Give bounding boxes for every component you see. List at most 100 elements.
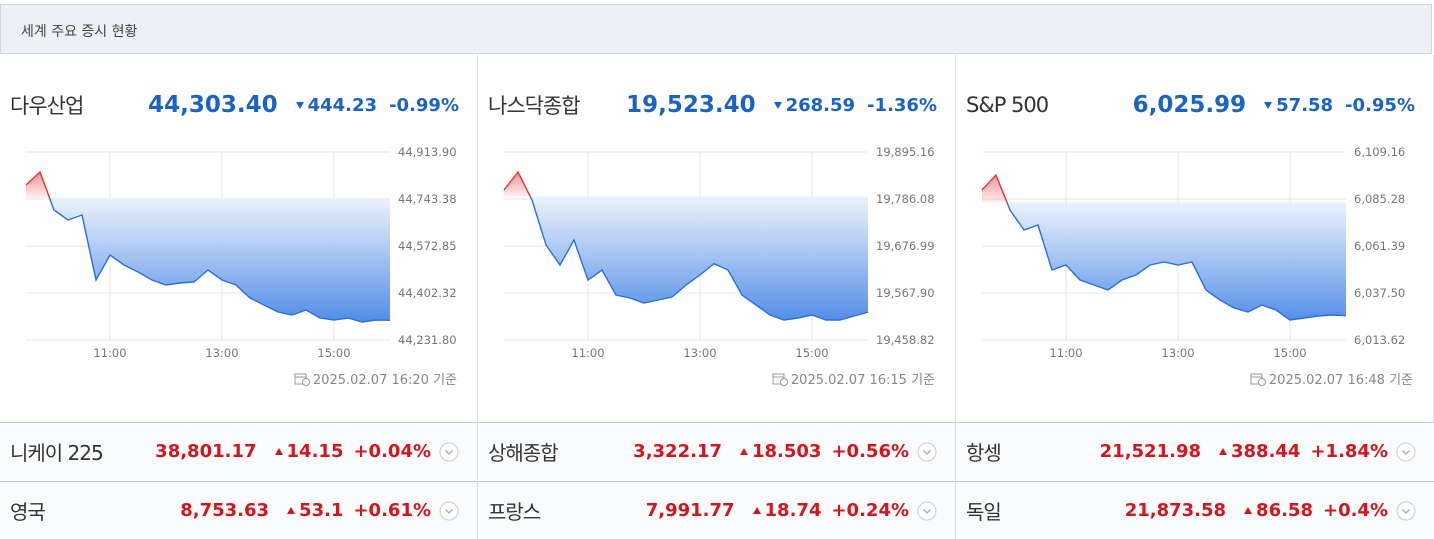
index-name: 다우산업 (10, 94, 84, 118)
x-tick-label: 11:00 (571, 346, 604, 360)
y-tick-label: 6,037.50 (1354, 286, 1405, 300)
mini-chart: 6,109.16 6,085.28 6,061.39 6,037.50 6,013.62… (981, 145, 1405, 360)
calendar-icon (294, 373, 310, 386)
y-tick-label: 19,786.08 (876, 192, 935, 206)
market-row[interactable]: 영국 8,753.63 53.1 +0.61% (0, 481, 478, 539)
change-percent: -1.36% (867, 94, 937, 116)
y-tick-label: 19,676.99 (876, 239, 935, 253)
market-name: 상해종합 (488, 441, 559, 465)
market-value: 8,753.63 (180, 500, 270, 521)
header: 세계 주요 증시 현황 (0, 4, 1432, 54)
market-name: 프랑스 (488, 500, 541, 524)
direction-arrow (295, 101, 304, 109)
y-tick-label: 6,085.28 (1354, 192, 1405, 206)
market-value: 38,801.17 (155, 441, 257, 462)
index-panel: S&P 500 6,025.99 57.58 -0.95% 6,109.16 6,085.… (956, 55, 1434, 422)
y-tick-label: 6,061.39 (1354, 239, 1405, 253)
market-row[interactable]: 상해종합 3,322.17 18.503 +0.56% (478, 422, 956, 480)
change-percent: -0.95% (1345, 94, 1415, 116)
change-percent: +0.4% (1322, 500, 1388, 521)
change-percent: -0.99% (389, 94, 459, 116)
change-value: 57.58 (1276, 94, 1334, 116)
calendar-icon (772, 373, 788, 386)
x-tick-label: 13:00 (1161, 346, 1194, 360)
market-change: 14.15 (274, 441, 343, 462)
direction-arrow (287, 507, 296, 514)
index-value: 6,025.99 (1132, 92, 1247, 118)
market-value: 3,322.17 (633, 441, 722, 462)
change-value: 86.58 (1256, 500, 1313, 521)
market-row[interactable]: 항셍 21,521.98 388.44 +1.84% (956, 422, 1434, 480)
change-value: 444.23 (307, 94, 378, 116)
index-summary: 나스닥종합 19,523.40 268.59 -1.36% (488, 87, 937, 123)
y-tick-label: 6,013.62 (1354, 333, 1405, 347)
expand-icon[interactable] (917, 501, 937, 521)
timestamp: 2025.02.07 16:20 기준 (294, 369, 457, 388)
change-value: 18.503 (752, 441, 822, 462)
change-value: 388.44 (1231, 441, 1301, 462)
market-value: 21,873.58 (1124, 500, 1227, 521)
direction-arrow (773, 101, 782, 109)
market-change: 53.1 (287, 500, 343, 521)
timestamp-text: 2025.02.07 16:20 기준 (312, 373, 457, 388)
y-tick-label: 19,895.16 (876, 145, 935, 159)
line (503, 170, 869, 321)
y-tick-label: 19,567.90 (876, 286, 935, 300)
change-percent: +0.24% (831, 500, 909, 521)
area (504, 172, 868, 320)
x-tick-label: 11:00 (93, 346, 126, 360)
direction-arrow (1264, 101, 1273, 109)
expand-icon[interactable] (439, 501, 459, 521)
market-change: 388.44 (1219, 441, 1300, 462)
y-tick-label: 44,402.32 (398, 286, 457, 300)
y-tick-label: 19,458.82 (876, 333, 935, 347)
direction-arrow (274, 448, 283, 455)
index-panel: 나스닥종합 19,523.40 268.59 -1.36% 19,895.16 19,78… (478, 55, 956, 422)
x-tick-label: 11:00 (1049, 346, 1082, 360)
market-change: 18.74 (752, 500, 822, 521)
index-summary: S&P 500 6,025.99 57.58 -0.95% (966, 87, 1415, 123)
expand-icon[interactable] (1396, 442, 1416, 462)
market-name: 독일 (966, 500, 1002, 524)
market-name: 영국 (10, 500, 46, 524)
line (981, 173, 1347, 321)
direction-arrow (752, 507, 761, 514)
timestamp: 2025.02.07 16:48 기준 (1250, 369, 1413, 388)
market-name: 항셍 (966, 441, 1002, 465)
index-summary: 다우산업 44,303.40 444.23 -0.99% (10, 87, 459, 123)
change-value: 18.74 (764, 500, 822, 521)
index-value: 44,303.40 (148, 92, 278, 118)
change-percent: +0.56% (831, 441, 909, 462)
x-tick-label: 13:00 (205, 346, 238, 360)
index-change: 57.58 (1264, 95, 1333, 116)
y-tick-label: 44,572.85 (398, 239, 457, 253)
mini-chart: 44,913.90 44,743.38 44,572.85 44,402.32 44,2… (25, 145, 457, 360)
market-row[interactable]: 니케이 225 38,801.17 14.15 +0.04% (0, 422, 478, 480)
market-value: 21,521.98 (1099, 441, 1201, 462)
x-tick-label: 15:00 (317, 346, 350, 360)
timestamp-text: 2025.02.07 16:15 기준 (790, 373, 935, 388)
timestamp-text: 2025.02.07 16:48 기준 (1268, 373, 1413, 388)
direction-arrow (1219, 448, 1227, 455)
change-value: 268.59 (785, 94, 856, 116)
timestamp: 2025.02.07 16:15 기준 (772, 369, 935, 388)
direction-arrow (1244, 507, 1253, 514)
expand-icon[interactable] (917, 442, 937, 462)
index-panel: 다우산업 44,303.40 444.23 -0.99% 44,913.90 44,743… (0, 55, 478, 422)
y-tick-label: 6,109.16 (1354, 145, 1405, 159)
x-tick-label: 15:00 (795, 346, 828, 360)
market-row[interactable]: 독일 21,873.58 86.58 +0.4% (956, 481, 1434, 539)
index-change: 444.23 (295, 94, 378, 116)
market-change: 86.58 (1244, 500, 1313, 521)
area (982, 175, 1346, 320)
mini-chart: 19,895.16 19,786.08 19,676.99 19,567.90 19,4… (503, 145, 935, 360)
x-tick-label: 13:00 (683, 346, 716, 360)
expand-icon[interactable] (439, 442, 459, 462)
x-tick-label: 15:00 (1273, 346, 1306, 360)
area (26, 172, 390, 322)
market-row[interactable]: 프랑스 7,991.77 18.74 +0.24% (478, 481, 956, 539)
expand-icon[interactable] (1396, 501, 1416, 521)
index-name: 나스닥종합 (488, 94, 581, 118)
y-tick-label: 44,913.90 (398, 145, 457, 159)
